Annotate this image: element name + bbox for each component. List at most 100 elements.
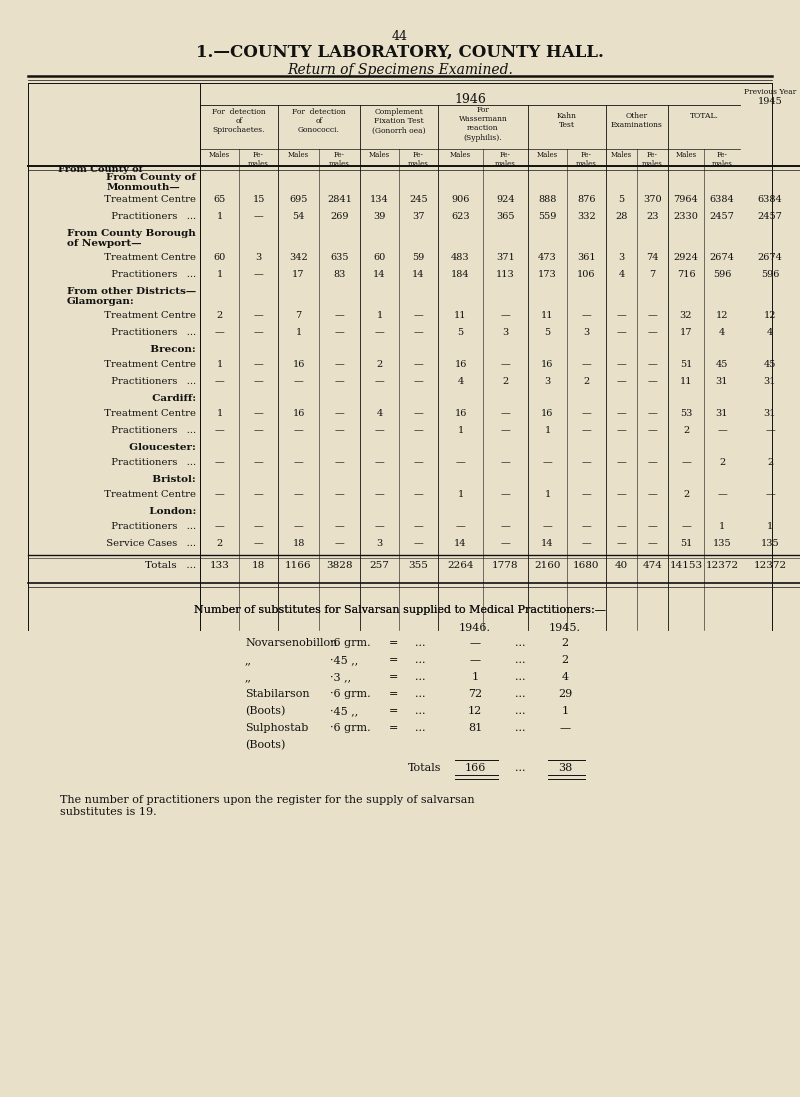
Text: From County Borough
of Newport—: From County Borough of Newport— <box>67 229 196 248</box>
Text: London:: London: <box>142 507 196 516</box>
Text: From County of: From County of <box>58 165 142 174</box>
Text: 1946: 1946 <box>454 93 486 106</box>
Text: —: — <box>681 522 691 531</box>
Text: Practitioners   ...: Practitioners ... <box>105 212 196 220</box>
Text: 1: 1 <box>216 409 222 418</box>
Text: 4: 4 <box>719 328 725 337</box>
Text: Number of substitutes for Salvarsan supplied to Medical Practitioners:—: Number of substitutes for Salvarsan supp… <box>194 606 606 615</box>
Text: ·6 grm.: ·6 grm. <box>330 689 370 699</box>
Text: 2264: 2264 <box>447 561 474 570</box>
Text: Practitioners   ...: Practitioners ... <box>105 270 196 279</box>
Text: —: — <box>254 539 263 548</box>
Text: 72: 72 <box>468 689 482 699</box>
Text: 16: 16 <box>292 409 305 418</box>
Text: 888: 888 <box>538 195 557 204</box>
Text: 245: 245 <box>409 195 428 204</box>
Text: —: — <box>648 490 658 499</box>
Text: Males: Males <box>537 151 558 159</box>
Text: —: — <box>501 539 510 548</box>
Text: —: — <box>374 426 384 436</box>
Text: 2: 2 <box>216 312 222 320</box>
Text: Service Cases   ...: Service Cases ... <box>100 539 196 548</box>
Text: =: = <box>388 706 398 716</box>
Text: —: — <box>254 522 263 531</box>
Text: 40: 40 <box>615 561 628 570</box>
Text: 2674: 2674 <box>710 253 734 262</box>
Text: —: — <box>501 312 510 320</box>
Text: —: — <box>414 459 423 467</box>
Text: —: — <box>254 459 263 467</box>
Text: 16: 16 <box>292 360 305 369</box>
Text: 135: 135 <box>761 539 779 548</box>
Text: —: — <box>648 409 658 418</box>
Text: —: — <box>294 377 303 386</box>
Text: 59: 59 <box>412 253 425 262</box>
Text: 51: 51 <box>680 539 692 548</box>
Text: 2: 2 <box>767 459 773 467</box>
Text: 1: 1 <box>458 426 464 436</box>
Text: —: — <box>294 522 303 531</box>
Text: Kahn
Test: Kahn Test <box>557 112 577 129</box>
Text: 17: 17 <box>292 270 305 279</box>
Text: 3: 3 <box>618 253 625 262</box>
Text: 1: 1 <box>458 490 464 499</box>
Text: —: — <box>374 328 384 337</box>
Text: —: — <box>254 328 263 337</box>
Text: —: — <box>334 490 344 499</box>
Text: —: — <box>617 459 626 467</box>
Text: 18: 18 <box>292 539 305 548</box>
Text: Totals: Totals <box>408 764 442 773</box>
Text: 365: 365 <box>496 212 514 220</box>
Text: 2160: 2160 <box>534 561 561 570</box>
Text: ,,: ,, <box>245 672 252 682</box>
Text: —: — <box>582 312 591 320</box>
Text: 5: 5 <box>618 195 625 204</box>
Text: —: — <box>254 490 263 499</box>
Text: Males: Males <box>288 151 309 159</box>
Text: For  detection
of
Spirochaetes.: For detection of Spirochaetes. <box>212 108 266 135</box>
Text: 31: 31 <box>764 377 776 386</box>
Text: —: — <box>334 522 344 531</box>
Text: 371: 371 <box>496 253 515 262</box>
Text: 1680: 1680 <box>574 561 600 570</box>
Text: ·6 grm.: ·6 grm. <box>330 638 370 648</box>
Text: Males: Males <box>209 151 230 159</box>
Text: Bristol:: Bristol: <box>146 475 196 484</box>
Text: 342: 342 <box>289 253 308 262</box>
Text: 3: 3 <box>583 328 590 337</box>
Text: 257: 257 <box>370 561 390 570</box>
Text: 113: 113 <box>496 270 515 279</box>
Text: —: — <box>254 377 263 386</box>
Text: 1945.: 1945. <box>549 623 581 633</box>
Text: 2330: 2330 <box>674 212 698 220</box>
Text: 473: 473 <box>538 253 557 262</box>
Text: The number of practitioners upon the register for the supply of salvarsan
substi: The number of practitioners upon the reg… <box>60 795 474 816</box>
Text: —: — <box>765 490 775 499</box>
Text: 1: 1 <box>216 270 222 279</box>
Text: 60: 60 <box>214 253 226 262</box>
Text: —: — <box>501 490 510 499</box>
Text: Number of substitutes for Salvarsan supplied to Medical Practitioners:—: Number of substitutes for Salvarsan supp… <box>194 606 606 615</box>
Text: 31: 31 <box>716 409 728 418</box>
Text: —: — <box>542 459 552 467</box>
Text: —: — <box>374 490 384 499</box>
Text: 2841: 2841 <box>327 195 352 204</box>
Text: 31: 31 <box>716 377 728 386</box>
Text: Practitioners   ...: Practitioners ... <box>105 328 196 337</box>
Text: Males: Males <box>450 151 471 159</box>
Text: 2: 2 <box>719 459 725 467</box>
Text: 14: 14 <box>412 270 425 279</box>
Text: —: — <box>559 723 570 733</box>
Text: 1166: 1166 <box>286 561 312 570</box>
Text: —: — <box>582 459 591 467</box>
Text: 1: 1 <box>471 672 478 682</box>
Text: Fe-
males: Fe- males <box>712 151 732 168</box>
Text: 716: 716 <box>677 270 695 279</box>
Text: 1: 1 <box>544 426 550 436</box>
Text: —: — <box>334 409 344 418</box>
Text: 51: 51 <box>680 360 692 369</box>
Text: 7: 7 <box>650 270 656 279</box>
Text: —: — <box>648 312 658 320</box>
Text: Fe-
males: Fe- males <box>642 151 663 168</box>
Text: 1: 1 <box>216 212 222 220</box>
